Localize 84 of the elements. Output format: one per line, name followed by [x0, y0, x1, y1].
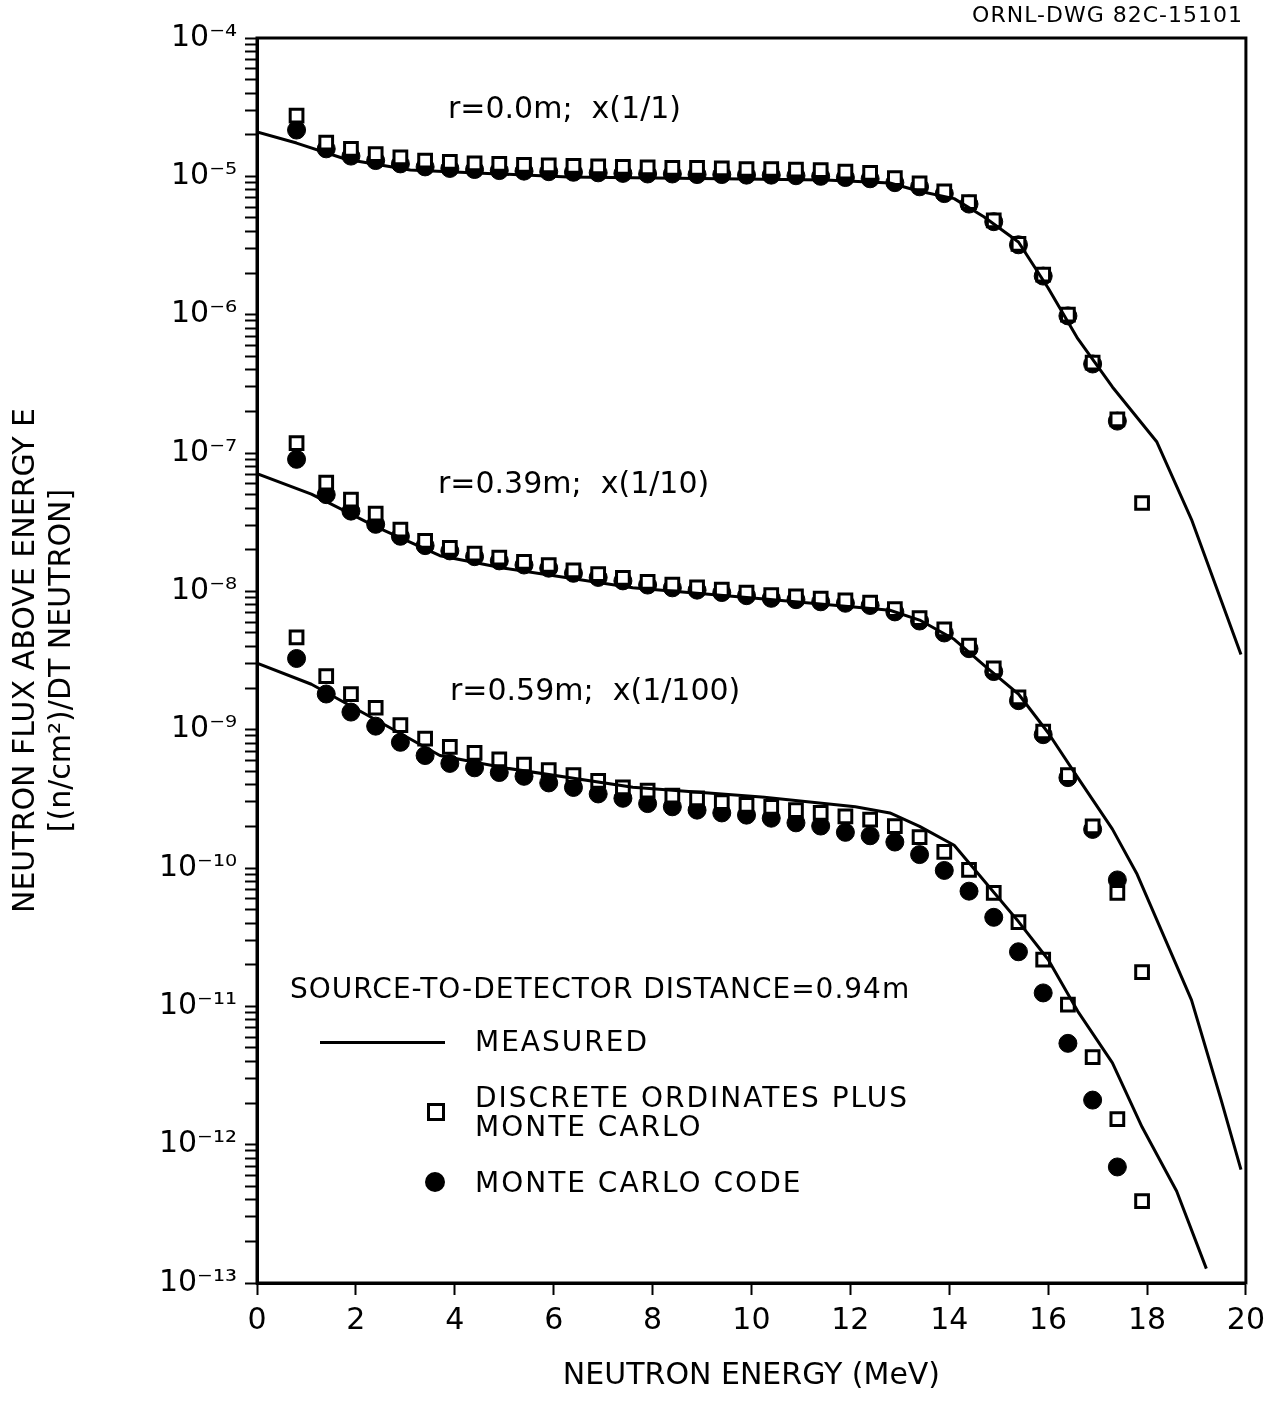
- point: [886, 818, 903, 834]
- x-tick-label: 18: [1127, 1300, 1167, 1336]
- point: [1060, 767, 1076, 783]
- x-tick-label: 16: [1029, 1300, 1068, 1336]
- point: [390, 732, 410, 752]
- point: [367, 505, 384, 522]
- point: [934, 860, 954, 880]
- point: [288, 107, 305, 124]
- point: [1084, 1049, 1101, 1065]
- point: [441, 739, 458, 755]
- x-tick-label: 0: [247, 1300, 267, 1336]
- point: [910, 845, 930, 865]
- text: ORNL-DWG 82C-15101: [972, 2, 1243, 27]
- point: [1109, 885, 1126, 901]
- point: [466, 744, 483, 761]
- point: [911, 175, 928, 192]
- point: [959, 881, 979, 901]
- point: [343, 491, 359, 508]
- y-tick-label: 10⁻⁸: [170, 571, 237, 607]
- x-tick-label: 6: [544, 1300, 564, 1336]
- point: [343, 686, 359, 702]
- legend-label: DISCRETE ORDINATES PLUS MONTE CARLO: [475, 1080, 910, 1144]
- point: [788, 802, 804, 818]
- point: [1134, 495, 1150, 511]
- y-tick-label: 10⁻¹²: [158, 1124, 237, 1160]
- x-tick-label: 14: [930, 1300, 969, 1336]
- annotation: r=0.39m; x(1/10): [438, 465, 710, 500]
- point: [318, 474, 335, 491]
- point: [1107, 1157, 1127, 1177]
- point: [835, 822, 855, 842]
- y-tick-label: 10⁻¹⁰: [158, 847, 237, 883]
- x-tick-label: 2: [346, 1300, 366, 1336]
- point: [288, 629, 305, 646]
- point: [392, 717, 409, 733]
- y-tick-label: 10⁻⁴: [170, 17, 237, 53]
- x-tick-label: 8: [643, 1300, 663, 1336]
- point: [287, 120, 307, 140]
- point: [1134, 1193, 1150, 1210]
- point: [1083, 1090, 1103, 1110]
- point: [367, 699, 384, 716]
- y-tick-label: 10⁻¹¹: [158, 986, 237, 1022]
- point: [1033, 983, 1053, 1003]
- point: [287, 648, 307, 668]
- point: [466, 545, 483, 562]
- point: [763, 798, 780, 815]
- annotation: r=0.0m; x(1/1): [448, 90, 682, 125]
- point: [491, 549, 508, 566]
- point: [862, 811, 878, 828]
- point: [936, 843, 953, 860]
- point: [516, 554, 532, 570]
- legend-title: SOURCE-TO-DETECTOR DISTANCE=0.94m: [290, 972, 911, 1006]
- point: [1109, 1111, 1126, 1127]
- legend-label: MEASURED: [475, 1025, 649, 1059]
- x-tick-label: 20: [1226, 1300, 1266, 1336]
- y-tick-label: 10⁻⁶: [170, 294, 237, 330]
- point: [318, 668, 335, 684]
- x-tick-label: 12: [831, 1300, 870, 1336]
- point: [885, 832, 905, 852]
- y-tick-label: 10⁻⁷: [170, 432, 237, 468]
- y-tick-label: 10⁻¹³: [158, 1262, 237, 1298]
- point: [713, 794, 730, 811]
- annotation: r=0.59m; x(1/100): [450, 672, 741, 707]
- legend-label: MONTE CARLO CODE: [475, 1165, 803, 1199]
- x-axis-title: NEUTRON ENERGY (MeV): [562, 1355, 941, 1391]
- y-tick-label: 10⁻⁵: [170, 156, 237, 192]
- point: [615, 570, 631, 586]
- y-axis-title: NEUTRON FLUX ABOVE ENERGY E [(n/cm²)/DT NEUTRON]: [5, 407, 77, 914]
- point: [860, 826, 880, 846]
- point: [911, 829, 928, 846]
- point: [738, 797, 755, 813]
- point: [441, 540, 458, 556]
- point: [287, 449, 307, 469]
- point: [1134, 964, 1150, 980]
- y-tick-label: 10⁻⁹: [170, 709, 237, 745]
- x-tick-label: 10: [732, 1300, 771, 1336]
- point: [837, 808, 854, 825]
- point: [288, 435, 305, 451]
- point: [417, 730, 433, 747]
- point: [984, 907, 1004, 927]
- point: [1008, 942, 1028, 962]
- point: [1058, 1033, 1078, 1053]
- point: [812, 805, 829, 821]
- x-tick-label: 4: [445, 1300, 465, 1336]
- point: [491, 751, 508, 768]
